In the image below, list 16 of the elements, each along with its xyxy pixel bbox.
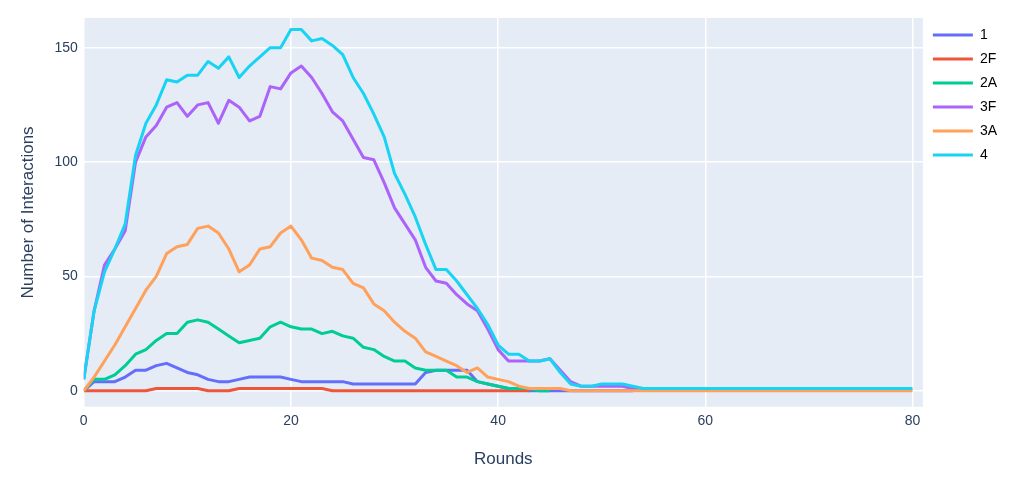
x-axis-title: Rounds (474, 449, 533, 469)
x-tick-label: 20 (283, 412, 299, 429)
x-tick-label: 80 (904, 412, 921, 429)
legend-label: 3F (979, 97, 997, 114)
legend-label: 1 (979, 25, 988, 42)
legend-label: 2F (979, 49, 997, 66)
y-tick-label: 150 (54, 38, 78, 55)
y-axis-title: Number of Interactions (17, 126, 37, 299)
x-tick-label: 60 (697, 412, 714, 429)
y-tick-label: 0 (69, 381, 78, 398)
y-tick-label: 50 (62, 267, 78, 284)
y-tick-label: 100 (54, 152, 78, 169)
x-tick-label: 40 (490, 412, 507, 429)
legend-label: 2A (979, 73, 998, 90)
legend-label: 3A (979, 121, 998, 138)
legend-label: 4 (979, 145, 988, 162)
